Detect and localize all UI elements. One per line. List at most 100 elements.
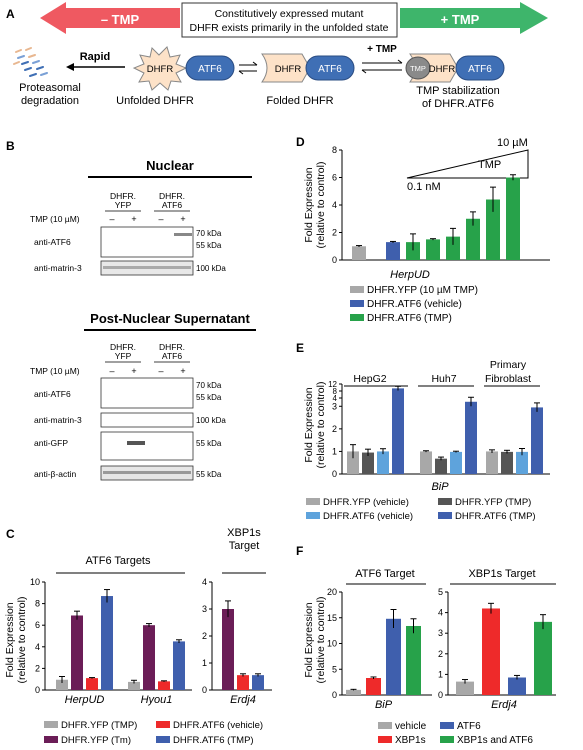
stabilization-caption-1: TMP stabilization (416, 85, 500, 97)
e-2-1-bar (501, 451, 513, 474)
e-2-0-bar (486, 451, 498, 474)
e-ylabel-1: Fold Expression (303, 387, 315, 462)
f-category-label-1: Erdj4 (491, 699, 517, 711)
rapid-label: Rapid (80, 51, 111, 63)
c-HerpUD-0-bar (56, 679, 68, 690)
nuc-blot-atf6 (100, 226, 194, 258)
c-ylabel-1: Fold Expression (4, 602, 16, 677)
d-gene-label: HerpUD (390, 269, 430, 281)
e-0-3-bar-lower (392, 398, 404, 474)
panel-letter-c: C (6, 527, 15, 541)
f-BiP-0-bar (346, 689, 361, 695)
pns-plus-1: + (131, 366, 136, 376)
d-T3-bar (446, 236, 460, 260)
f-right-ytick-label-3: 3 (438, 628, 443, 638)
degraded-fragments-icon (13, 47, 48, 77)
e-legend: DHFR.YFP (vehicle) DHFR.ATF6 (vehicle) D… (306, 497, 536, 522)
f-left-ytick-label-3: 15 (327, 613, 337, 623)
c-Hyou1-0-bar (128, 681, 140, 690)
nuc-plus-2: + (180, 214, 185, 224)
c-category-label-1: Hyou1 (141, 694, 173, 706)
pns-plus-2: + (180, 366, 185, 376)
panel-letter-b: B (6, 139, 15, 153)
f-legend: vehicle XBP1s ATF6 XBP1s and ATF6 (378, 721, 533, 746)
f-group-right: XBP1s Target (468, 568, 535, 580)
panel-a: A – TMP + TMP Constitutively expressed m… (6, 2, 548, 110)
atf6-pill-2 (305, 55, 355, 81)
d-ytick-label-0: 0 (332, 255, 337, 265)
nuc-col2b: ATF6 (162, 200, 182, 210)
f-legend-label-3: XBP1s and ATF6 (457, 735, 533, 746)
nuc-atf6-band (174, 233, 192, 236)
c-legend-swatch-1 (44, 736, 58, 743)
nuc-blot-atf6-antibody: anti-ATF6 (34, 237, 71, 247)
c-Erdj4-3-bar (252, 675, 264, 690)
e-legend-label-0: DHFR.YFP (vehicle) (323, 497, 409, 508)
pns-marker-55b: 55 kDa (196, 439, 222, 448)
d-wedge-top: 10 µM (497, 137, 528, 149)
c-group-right-2: Target (229, 540, 260, 552)
f-Erdj4-2-bar (508, 677, 526, 695)
e-ytick-label-lower-2: 2 (332, 424, 337, 434)
e-ytick-label-lower-1: 1 (332, 446, 337, 456)
e-1-1-bar (435, 458, 447, 474)
d-ytick-label-1: 2 (332, 228, 337, 238)
f-legend-swatch-0 (378, 722, 392, 729)
tmp-molecule (405, 56, 431, 80)
f-Erdj4-3-bar (534, 621, 552, 695)
d-T5-bar (486, 199, 500, 260)
e-legend-label-2: DHFR.ATF6 (vehicle) (323, 511, 413, 522)
nuc-minus-1: – (109, 214, 114, 224)
f-group-left: ATF6 Target (355, 568, 415, 580)
f-legend-label-0: vehicle (395, 721, 427, 732)
nuc-col2a: DHFR. (159, 191, 185, 201)
d-legend-swatch-0 (350, 286, 364, 293)
c-Erdj4-1-bar (222, 609, 234, 690)
c-ylabel-2: (relative to control) (16, 597, 28, 684)
f-right-ytick-label-2: 2 (438, 649, 443, 659)
d-plot: 0 2 4 6 8 (332, 145, 550, 265)
c-legend-swatch-0 (44, 721, 58, 728)
f-left-ytick-label-0: 0 (332, 690, 337, 700)
e-ytick-label-lower-3: 3 (332, 401, 337, 411)
e-legend-label-3: DHFR.ATF6 (TMP) (455, 511, 536, 522)
plus-tmp-label: + TMP (441, 12, 480, 27)
pns-minus-1: – (109, 366, 114, 376)
d-ylabel-1: Fold Expression (303, 167, 315, 242)
pns-marker-55c: 55 kDa (196, 470, 222, 479)
minus-tmp-arrow (40, 2, 180, 34)
c-legend-swatch-2 (156, 721, 170, 728)
c-right-ytick-label-2: 2 (202, 631, 207, 641)
d-T2-bar (426, 239, 440, 260)
equilibrium-arrows (238, 61, 258, 75)
atf6-pill-1 (185, 55, 235, 81)
f-legend-swatch-3 (440, 736, 454, 743)
pns-gfp-band (127, 441, 145, 445)
f-legend-label-2: XBP1s (395, 735, 426, 746)
pns-blot-actin-antibody: anti-β-actin (34, 469, 76, 479)
box-line-2: DHFR exists primarily in the unfolded st… (190, 22, 389, 34)
f-left-ytick-label-1: 5 (332, 664, 337, 674)
pns-marker-100: 100 kDa (196, 416, 226, 425)
pns-col2b: ATF6 (162, 351, 182, 361)
e-legend-swatch-0 (306, 498, 320, 505)
e-0-0-bar (347, 451, 359, 474)
nuc-matrin-bands (103, 266, 191, 269)
d-legend-label-2: DHFR.ATF6 (TMP) (367, 313, 452, 324)
d-veh-bar (386, 242, 400, 260)
pns-blot-gfp-antibody: anti-GFP (34, 438, 68, 448)
pns-blot-gfp (100, 431, 194, 461)
f-left-ytick-label-4: 20 (327, 587, 337, 597)
minus-tmp-label: – TMP (101, 12, 140, 27)
stabilization-caption-2: of DHFR.ATF6 (422, 98, 494, 110)
pns-blot-matrin-antibody: anti-matrin-3 (34, 415, 82, 425)
f-legend-swatch-1 (440, 722, 454, 729)
d-YFP-bar (352, 246, 366, 260)
e-2-3-bar (531, 407, 543, 474)
d-legend-swatch-1 (350, 300, 364, 307)
c-group-left: ATF6 Targets (85, 555, 151, 567)
pns-col1a: DHFR. (110, 342, 136, 352)
f-BiP-1-bar (366, 678, 381, 695)
unfolded-dhfr-shape (132, 46, 188, 91)
